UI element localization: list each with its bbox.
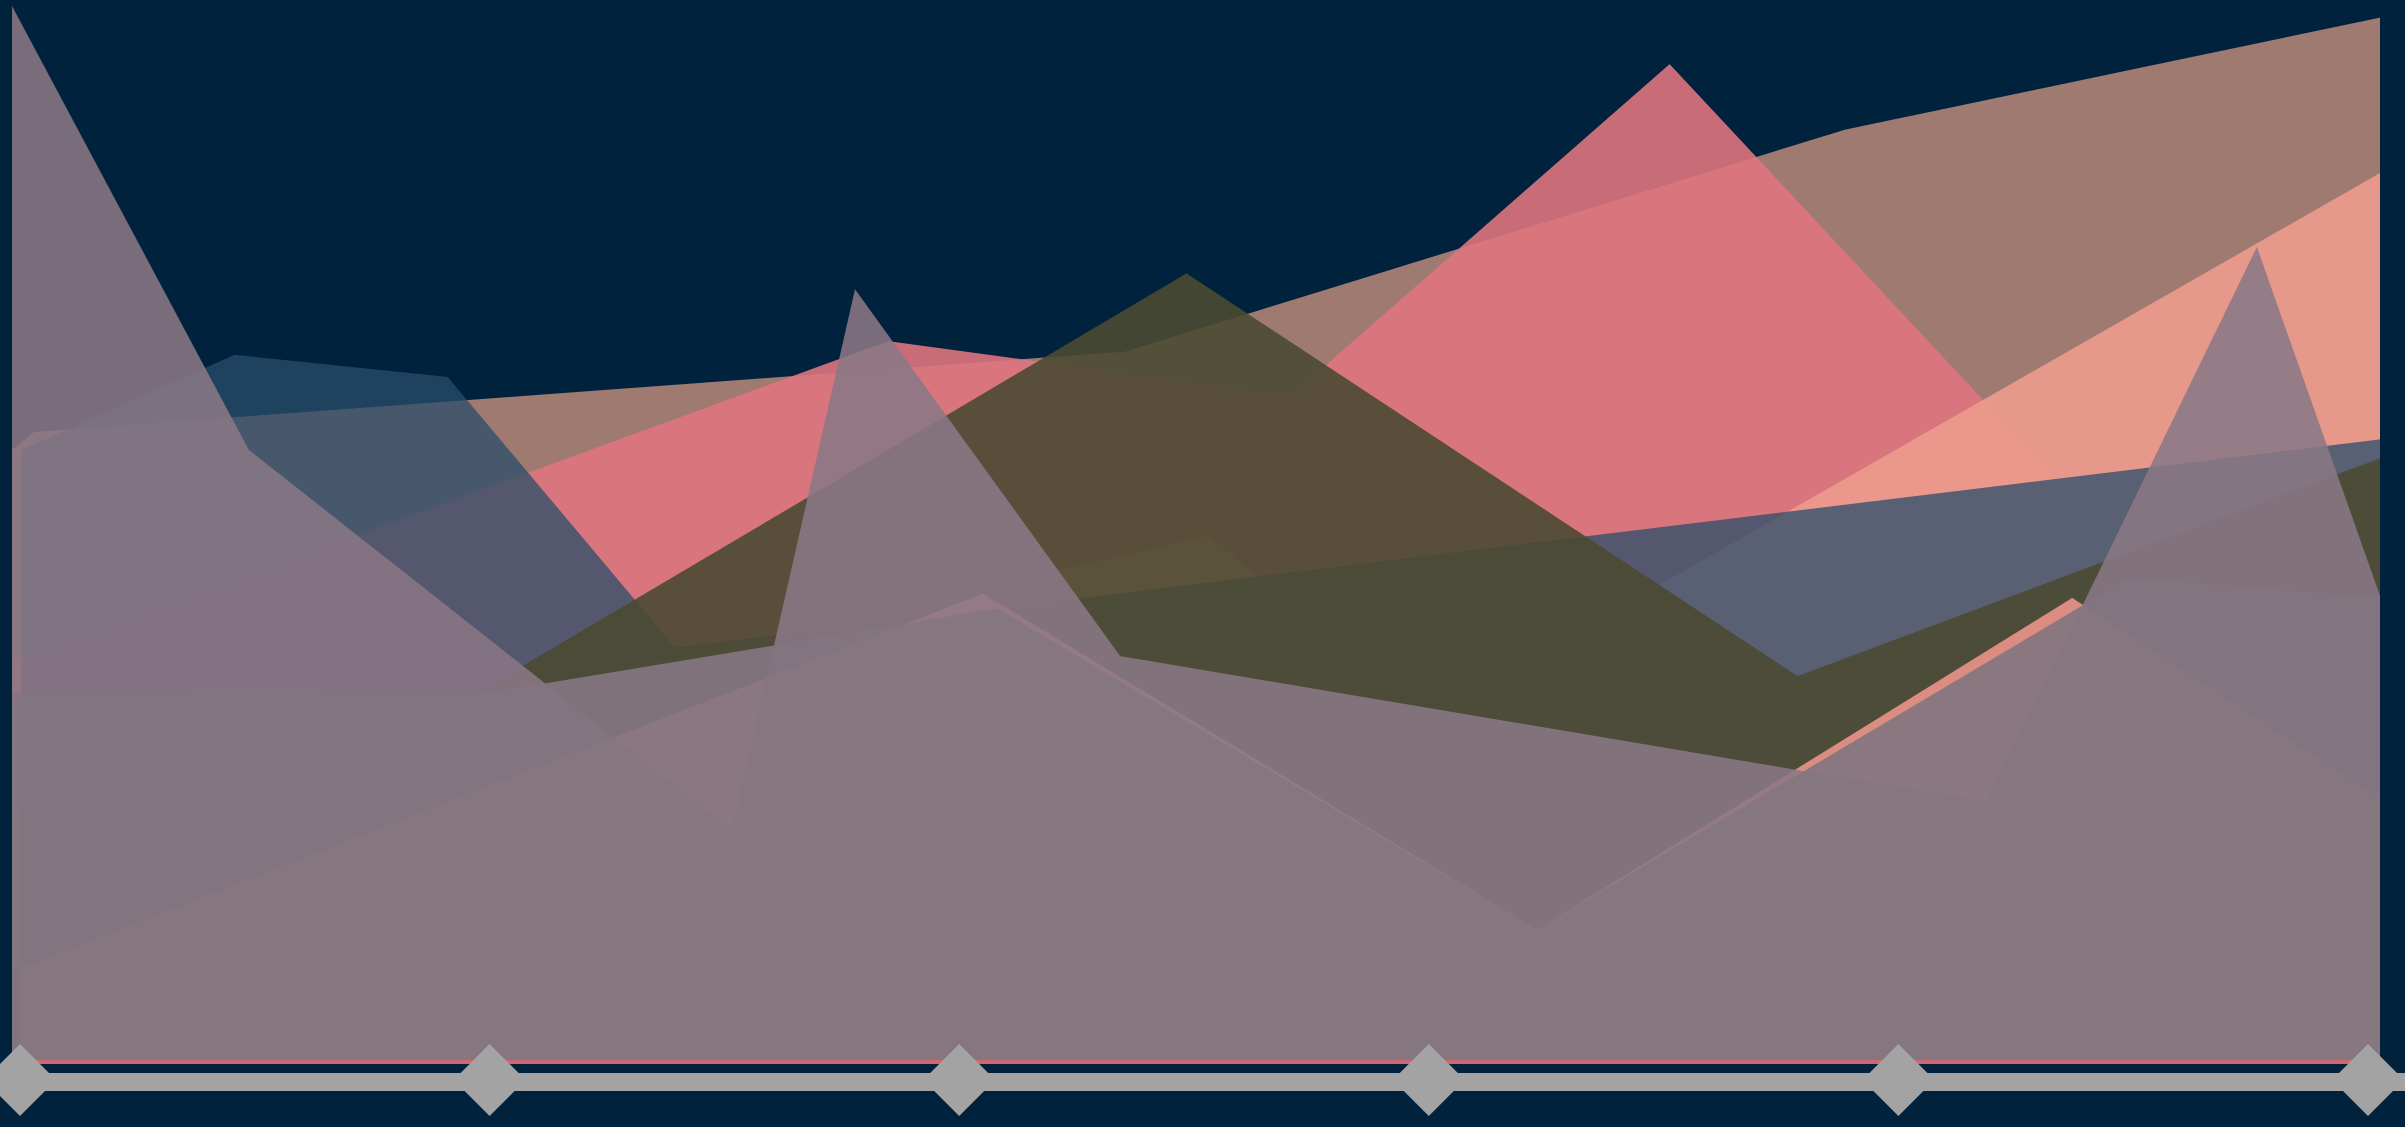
x-tick-marker-3 [923,1044,996,1116]
area-series-8 [12,577,2380,1063]
x-tick-marker-4 [1392,1044,1465,1116]
x-tick-marker-2 [453,1044,526,1116]
x-tick-marker-6 [2332,1044,2404,1116]
x-tick-marker-1 [0,1044,56,1116]
x-axis [0,1073,2405,1091]
baseline [12,1060,2380,1064]
x-tick-marker-5 [1862,1044,1935,1116]
